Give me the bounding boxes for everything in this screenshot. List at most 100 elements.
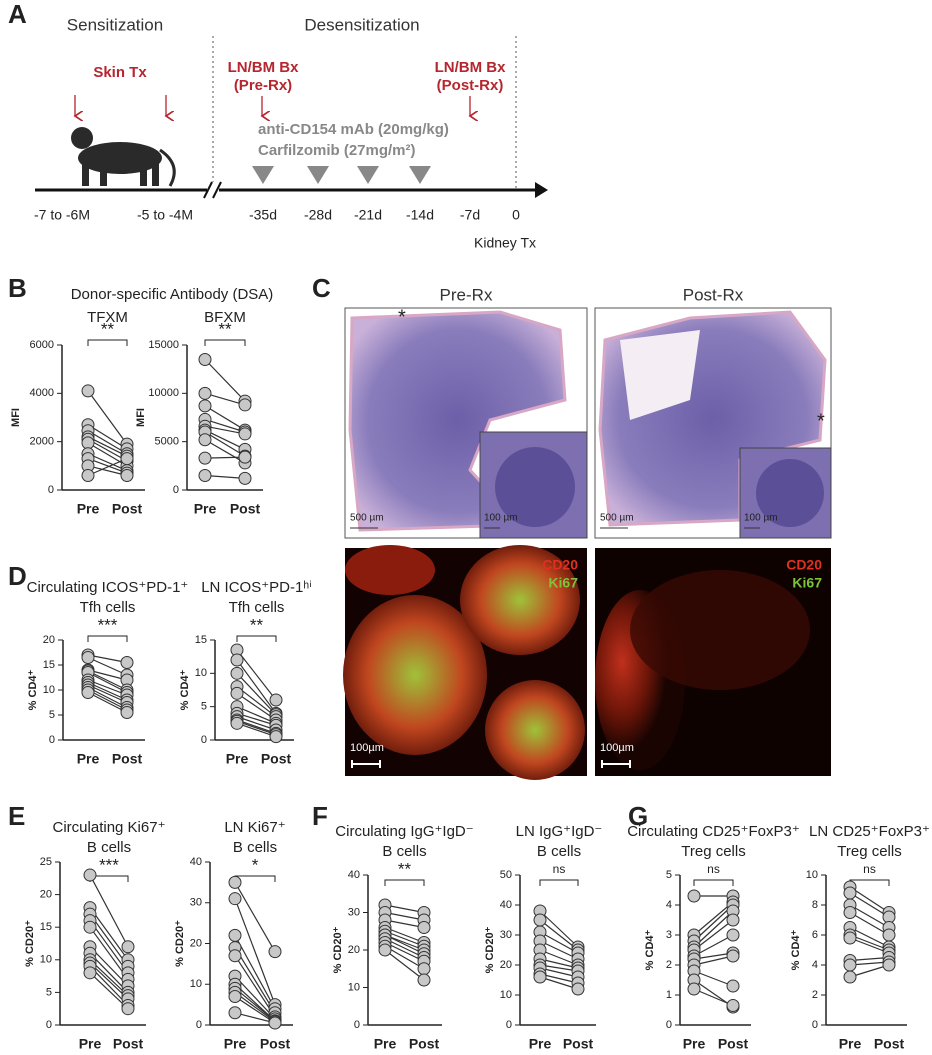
timepoint-label: -14d xyxy=(406,207,434,223)
x-tick-label: Post xyxy=(563,1036,594,1050)
axis-break xyxy=(203,181,213,199)
pair-line xyxy=(849,964,890,978)
significance: ns xyxy=(553,862,566,876)
pair-line xyxy=(234,987,276,1022)
pair-line xyxy=(849,956,890,962)
timepoint-label: -35d xyxy=(249,207,277,223)
pre-point xyxy=(198,399,212,413)
y-tick-label: 10 xyxy=(40,954,52,966)
pair-line xyxy=(849,904,890,929)
pair-line xyxy=(384,941,425,962)
x-tick-label: Pre xyxy=(77,751,100,767)
post-point xyxy=(238,450,252,464)
axis-break xyxy=(212,181,222,199)
pre-point xyxy=(843,931,857,945)
pre-point xyxy=(228,989,242,1003)
pre-point xyxy=(228,892,242,906)
y-tick-label: 50 xyxy=(500,869,512,881)
post-point xyxy=(238,427,252,441)
event-label: LN/BM Bx xyxy=(228,59,299,76)
pair-line xyxy=(236,720,277,736)
x-tick-label: Pre xyxy=(683,1036,706,1050)
y-tick-label: 10 xyxy=(500,989,512,1001)
pre-point xyxy=(843,970,857,984)
pair-line xyxy=(87,390,128,445)
significance: * xyxy=(252,855,259,874)
pair-line xyxy=(384,938,425,959)
x-tick-label: Pre xyxy=(226,751,249,767)
significance: ** xyxy=(218,319,232,338)
y-tick-label: 5 xyxy=(49,709,55,721)
pair-line xyxy=(204,418,246,433)
pair-line xyxy=(236,659,277,714)
image-title: Pre-Rx xyxy=(440,285,493,304)
dose-markers xyxy=(252,166,431,184)
chart-title: LN Ki67⁺ xyxy=(224,819,285,836)
y-tick-label: 0 xyxy=(196,1019,202,1031)
pre-point xyxy=(687,889,701,903)
x-tick-label: Pre xyxy=(194,501,217,517)
y-tick-label: 5000 xyxy=(155,436,179,448)
post-point xyxy=(120,706,134,719)
panel-letter: F xyxy=(312,801,328,831)
pair-line xyxy=(236,672,277,716)
pair-line xyxy=(693,934,734,957)
chart-title: Treg cells xyxy=(681,843,745,860)
chart-title: Circulating ICOS⁺PD-1⁺ xyxy=(27,579,189,596)
y-axis-label: % CD4⁺ xyxy=(179,669,191,710)
pair-line xyxy=(204,405,246,431)
pre-point xyxy=(198,433,212,447)
panel-letter: A xyxy=(8,0,27,29)
y-tick-label: 0 xyxy=(201,734,207,746)
scale-label: 100µm xyxy=(600,742,634,754)
significance-bracket xyxy=(87,635,128,642)
y-tick-label: 30 xyxy=(348,906,360,918)
pair-line xyxy=(849,937,890,954)
y-tick-label: 10000 xyxy=(148,387,179,399)
post-point xyxy=(571,982,585,996)
y-tick-label: 25 xyxy=(40,856,52,868)
y-tick-label: 10 xyxy=(195,667,207,679)
y-tick-label: 0 xyxy=(354,1019,360,1031)
pair-line xyxy=(849,934,890,951)
pair-line xyxy=(849,892,890,918)
pair-line xyxy=(87,436,128,457)
pre-point xyxy=(230,716,244,730)
x-tick-label: Post xyxy=(718,1036,749,1050)
pair-line xyxy=(87,684,128,704)
y-axis-label: % CD4⁺ xyxy=(644,929,656,970)
significance-bracket xyxy=(693,879,734,886)
y-tick-label: 20 xyxy=(190,937,202,949)
pair-line xyxy=(234,991,276,1023)
pair-line xyxy=(539,940,579,960)
event-label: LN/BM Bx xyxy=(435,59,506,76)
pair-line xyxy=(204,439,246,464)
y-axis-label: % CD20⁺ xyxy=(174,920,186,967)
pre-point xyxy=(81,469,95,482)
pair-line xyxy=(87,670,128,691)
pair-line xyxy=(87,669,128,681)
pair-line xyxy=(849,926,890,948)
chart-title: B cells xyxy=(87,839,131,856)
post-point xyxy=(726,979,740,993)
post-point xyxy=(120,469,134,482)
asterisk: * xyxy=(398,306,406,328)
x-tick-label: Post xyxy=(112,501,143,517)
panel-letter: D xyxy=(8,561,27,591)
pair-line xyxy=(236,719,277,734)
pair-line xyxy=(539,949,579,966)
y-tick-label: 4 xyxy=(812,959,818,971)
pair-line xyxy=(234,1012,276,1024)
timepoint-label: -21d xyxy=(354,207,382,223)
x-tick-label: Pre xyxy=(374,1036,397,1050)
pair-line xyxy=(234,955,276,1018)
scale-label: 100 µm xyxy=(484,513,518,524)
x-tick-label: Post xyxy=(260,1036,291,1050)
pair-line xyxy=(89,972,129,1010)
panel-letter: E xyxy=(8,801,25,831)
y-tick-label: 0 xyxy=(666,1019,672,1031)
significance: ns xyxy=(707,862,720,876)
pre-point xyxy=(533,913,547,927)
pre-point xyxy=(198,469,212,482)
chart-title: TFXM xyxy=(87,309,128,326)
